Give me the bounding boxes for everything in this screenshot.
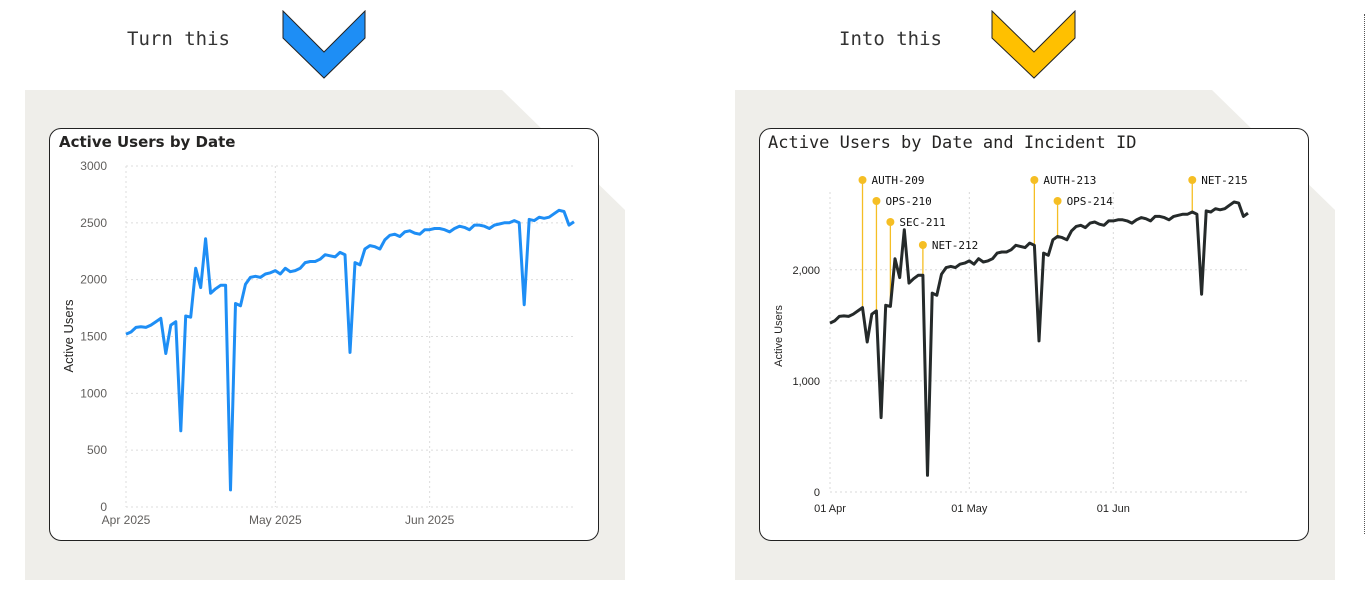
incident-label: NET-212 [932,239,978,252]
y-axis-label: Active Users [61,299,76,372]
x-tick-label: 01 May [951,503,988,515]
series-line-active-users [125,208,575,492]
x-tick-label: Jun 2025 [405,513,455,527]
x-tick-label: Apr 2025 [102,513,151,527]
incident-marker-dot [1053,197,1062,205]
y-tick-label: 500 [87,443,107,457]
right-chart-card: 0 1,000 2,000 01 Apr 01 May 01 Jun Active User… [759,128,1309,541]
y-tick-label: 1000 [80,386,107,400]
incident-label: AUTH-213 [1043,174,1096,187]
y-tick-label: 0 [814,487,820,499]
y-tick-label: 2000 [80,273,107,287]
x-tick-label: 01 Apr [814,503,846,515]
y-tick-label: 1500 [80,330,107,344]
right-chart-svg: 0 1,000 2,000 01 Apr 01 May 01 Jun Active User… [773,174,1249,515]
x-tick-label: 01 Jun [1097,503,1130,515]
incident-marker-dot [858,176,867,184]
incident-marker-dot [1188,176,1197,184]
heading-right: Into this [839,28,942,50]
incident-label: SEC-211 [899,216,945,229]
y-tick-label: 0 [100,500,107,514]
incident-label: OPS-214 [1067,195,1114,208]
incident-label: AUTH-209 [872,174,925,187]
left-chart-svg: 0 500 1000 1500 2000 2500 3000 Apr 2025 May 2025… [61,159,575,527]
incident-marker-dot [886,218,895,226]
left-chart-card: 0 500 1000 1500 2000 2500 3000 Apr 2025 May 2025… [49,128,599,541]
incident-marker-dot [872,197,881,205]
series-line-active-users [829,200,1249,477]
page-divider [1364,14,1365,534]
y-tick-label: 1,000 [792,376,820,388]
y-tick-label: 3000 [80,159,107,173]
heading-left: Turn this [127,28,230,50]
right-chart-title: Active Users by Date and Incident ID [768,133,1137,153]
chevron-down-icon-gold [991,10,1076,79]
y-tick-label: 2,000 [792,265,820,277]
x-tick-label: May 2025 [249,513,302,527]
incident-label: NET-215 [1201,174,1247,187]
chevron-down-icon-blue [282,10,366,79]
y-axis-label: Active Users [773,305,785,367]
incident-marker-dot [1030,176,1039,184]
left-chart-title: Active Users by Date [59,133,236,151]
incident-marker-dot [918,241,927,249]
y-tick-label: 2500 [80,216,107,230]
incident-label: OPS-210 [885,195,931,208]
